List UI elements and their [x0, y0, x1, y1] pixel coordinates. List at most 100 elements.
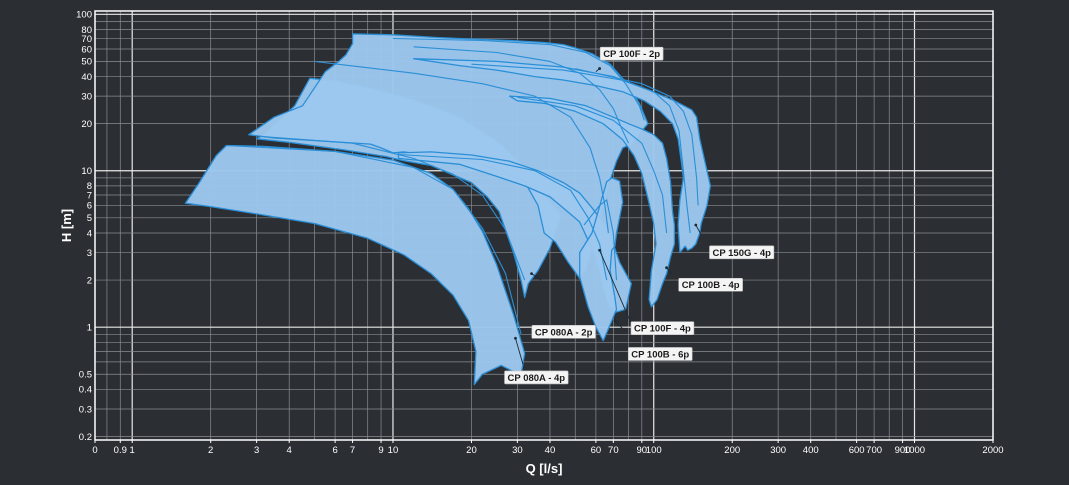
label-box	[630, 321, 695, 335]
label-cp-100f-2p: CP 100F - 2p	[599, 46, 664, 61]
x-axis-title: Q [l/s]	[526, 461, 563, 476]
label-pointers	[514, 67, 702, 365]
label-text: CP 080A - 4p	[508, 373, 566, 384]
y-tick-label: 50	[81, 57, 92, 68]
y-tick-label: 80	[81, 25, 92, 36]
pump-area-cp-150g-4p	[412, 58, 712, 254]
plot-frame	[94, 10, 994, 441]
pump-curve-cp-080a-2p	[263, 136, 526, 281]
x-tick-label: 700	[866, 445, 882, 456]
pointer-dot-cp-100f-4p	[598, 248, 601, 252]
label-cp-100b-6p: CP 100B - 6p	[627, 347, 693, 361]
x-tick-label: 30	[512, 445, 523, 456]
pointer-dot-cp-100b-4p	[665, 266, 668, 270]
label-box	[531, 325, 596, 339]
pointer-dot-cp-100f-2p	[598, 67, 601, 70]
x-tick-label: 20	[466, 445, 477, 456]
y-tick-label: 20	[81, 119, 92, 130]
x-tick-label: 9	[378, 445, 383, 456]
pointer-dot-cp-080a-2p	[530, 272, 533, 276]
y-tick-label: 60	[81, 44, 92, 55]
label-text: CP 100B - 6p	[631, 349, 689, 360]
pump-curve-cp-080a-4p	[226, 144, 522, 335]
y-tick-label: 7	[87, 190, 92, 201]
pointer-dot-cp-150g-4p	[694, 223, 698, 227]
x-tick-label: 7	[350, 445, 355, 456]
pointer-cp-080a-2p	[531, 273, 542, 281]
x-tick-label: 100	[646, 445, 662, 456]
label-text: CP 100F - 2p	[603, 49, 660, 60]
y-tick-label: 4	[87, 228, 92, 239]
x-tick-label: 90	[637, 445, 648, 456]
pointer-dot-cp-080a-4p	[514, 336, 517, 340]
x-tick-label: 400	[803, 445, 819, 456]
pump-curve-cp-100f-4p	[398, 153, 608, 281]
pointer-dot-cp-100b-6p	[613, 319, 617, 323]
x-tick-label: 60	[591, 445, 602, 456]
pump-area-cp-100b-4p	[508, 95, 676, 308]
x-tick-label: 4	[287, 445, 292, 456]
pointer-cp-080a-4p	[515, 338, 524, 365]
label-box	[709, 245, 775, 260]
y-tick-label: 6	[87, 201, 92, 212]
pump-areas	[184, 33, 712, 386]
y-tick-label: 70	[81, 34, 92, 45]
y-tick-label: 2	[87, 275, 92, 286]
label-box	[678, 277, 743, 292]
y-tick-label: 3	[87, 248, 92, 259]
x-tick-label: 10	[388, 445, 399, 456]
y-tick-label: 8	[87, 181, 92, 192]
pump-curve-cp-100f-2p	[314, 60, 609, 234]
x-tick-label: 6	[332, 445, 337, 456]
y-tick-label: 40	[81, 72, 92, 83]
x-tick-label: 70	[608, 445, 619, 456]
x-tick-label: 900	[895, 445, 911, 456]
y-axis-title: H [m]	[59, 209, 74, 242]
label-cp-150g-4p: CP 150G - 4p	[709, 245, 775, 260]
y-tick-label: 0.3	[79, 404, 92, 415]
label-cp-080a-4p: CP 080A - 4p	[504, 370, 569, 385]
label-text: CP 100B - 4p	[682, 280, 740, 291]
x-tick-label: 2000	[982, 445, 1003, 456]
pump-curve-cp-150g-4p	[471, 63, 691, 234]
label-box	[599, 46, 664, 61]
label-cp-080a-2p: CP 080A - 2p	[531, 325, 596, 339]
x-tick-label: 300	[770, 445, 786, 456]
label-text: CP 080A - 2p	[535, 327, 593, 338]
y-tick-label: 10	[81, 166, 92, 177]
x-tick-label: 2	[208, 445, 213, 456]
y-tick-label: 5	[87, 213, 92, 224]
y-tick-label: 0.5	[79, 370, 92, 381]
pump-curve-cp-100b-6p	[583, 199, 618, 281]
pump-area-cp-100b-6p	[579, 177, 624, 342]
y-tick-label: 30	[81, 91, 92, 102]
y-tick-label: 0.4	[79, 385, 92, 396]
x-tick-label: 0.9	[114, 445, 127, 456]
x-tick-label: 1000	[904, 445, 925, 456]
y-tick-label: 1	[87, 322, 92, 333]
pointer-cp-100f-4p	[599, 250, 632, 325]
label-text: CP 100F - 4p	[634, 324, 691, 335]
x-tick-label: 3	[254, 445, 259, 456]
label-box	[504, 370, 569, 385]
pointer-cp-100b-6p	[614, 320, 623, 329]
y-tick-label: 100	[76, 10, 92, 21]
x-tick-label: 600	[849, 445, 865, 456]
pump-curve-cp-100f-2p	[392, 37, 645, 121]
label-text: CP 150G - 4p	[712, 248, 771, 259]
x-tick-label: 200	[724, 445, 740, 456]
x-tick-label: 0	[92, 445, 97, 456]
label-cp-100f-4p: CP 100F - 4p	[630, 321, 695, 335]
label-cp-100b-4p: CP 100B - 4p	[678, 277, 743, 292]
x-tick-label: 1	[130, 445, 135, 456]
pump-curve-cp-150g-4p	[575, 68, 699, 206]
pointer-cp-150g-4p	[695, 224, 702, 235]
pump-labels: CP 080A - 4p CP 080A - 2p CP 100F - 2p CP 1…	[504, 46, 775, 385]
pump-area-cp-100f-4p	[397, 151, 632, 313]
x-tick-label: 40	[545, 445, 556, 456]
label-box	[627, 347, 693, 361]
pump-curves	[226, 37, 699, 335]
